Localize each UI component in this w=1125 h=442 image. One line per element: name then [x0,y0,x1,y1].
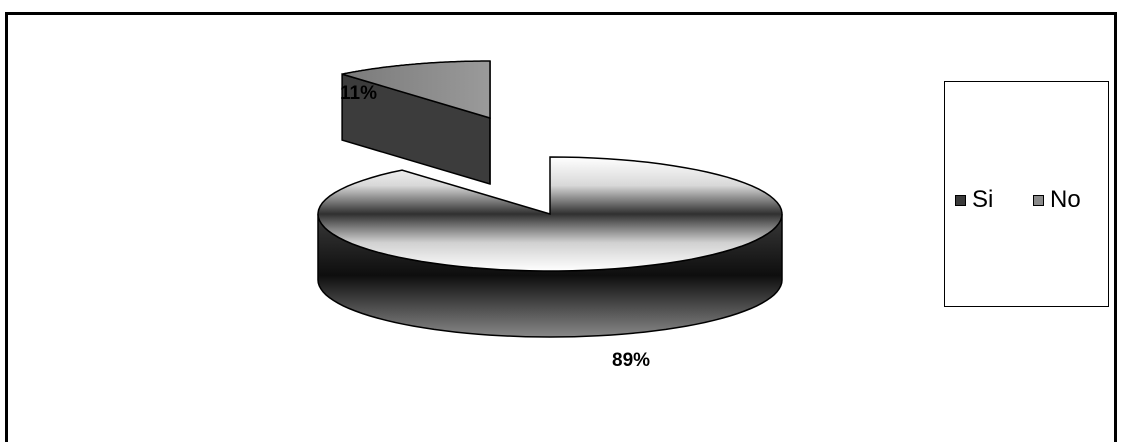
legend-label-no: No [1050,186,1081,213]
pie-slice-si [317,156,783,272]
legend-swatch-si [955,194,966,206]
data-label-no: 11% [340,83,377,104]
pie-slice-no [341,60,491,120]
data-labels: 89% 11% [340,83,650,371]
legend: Si No [944,81,1109,307]
legend-item-si: Si [955,186,993,214]
legend-swatch-no [1033,194,1044,206]
data-label-si: 89% [612,350,650,371]
pie-slices [317,60,783,338]
legend-item-no: No [1033,186,1081,214]
legend-label-si: Si [972,186,994,213]
